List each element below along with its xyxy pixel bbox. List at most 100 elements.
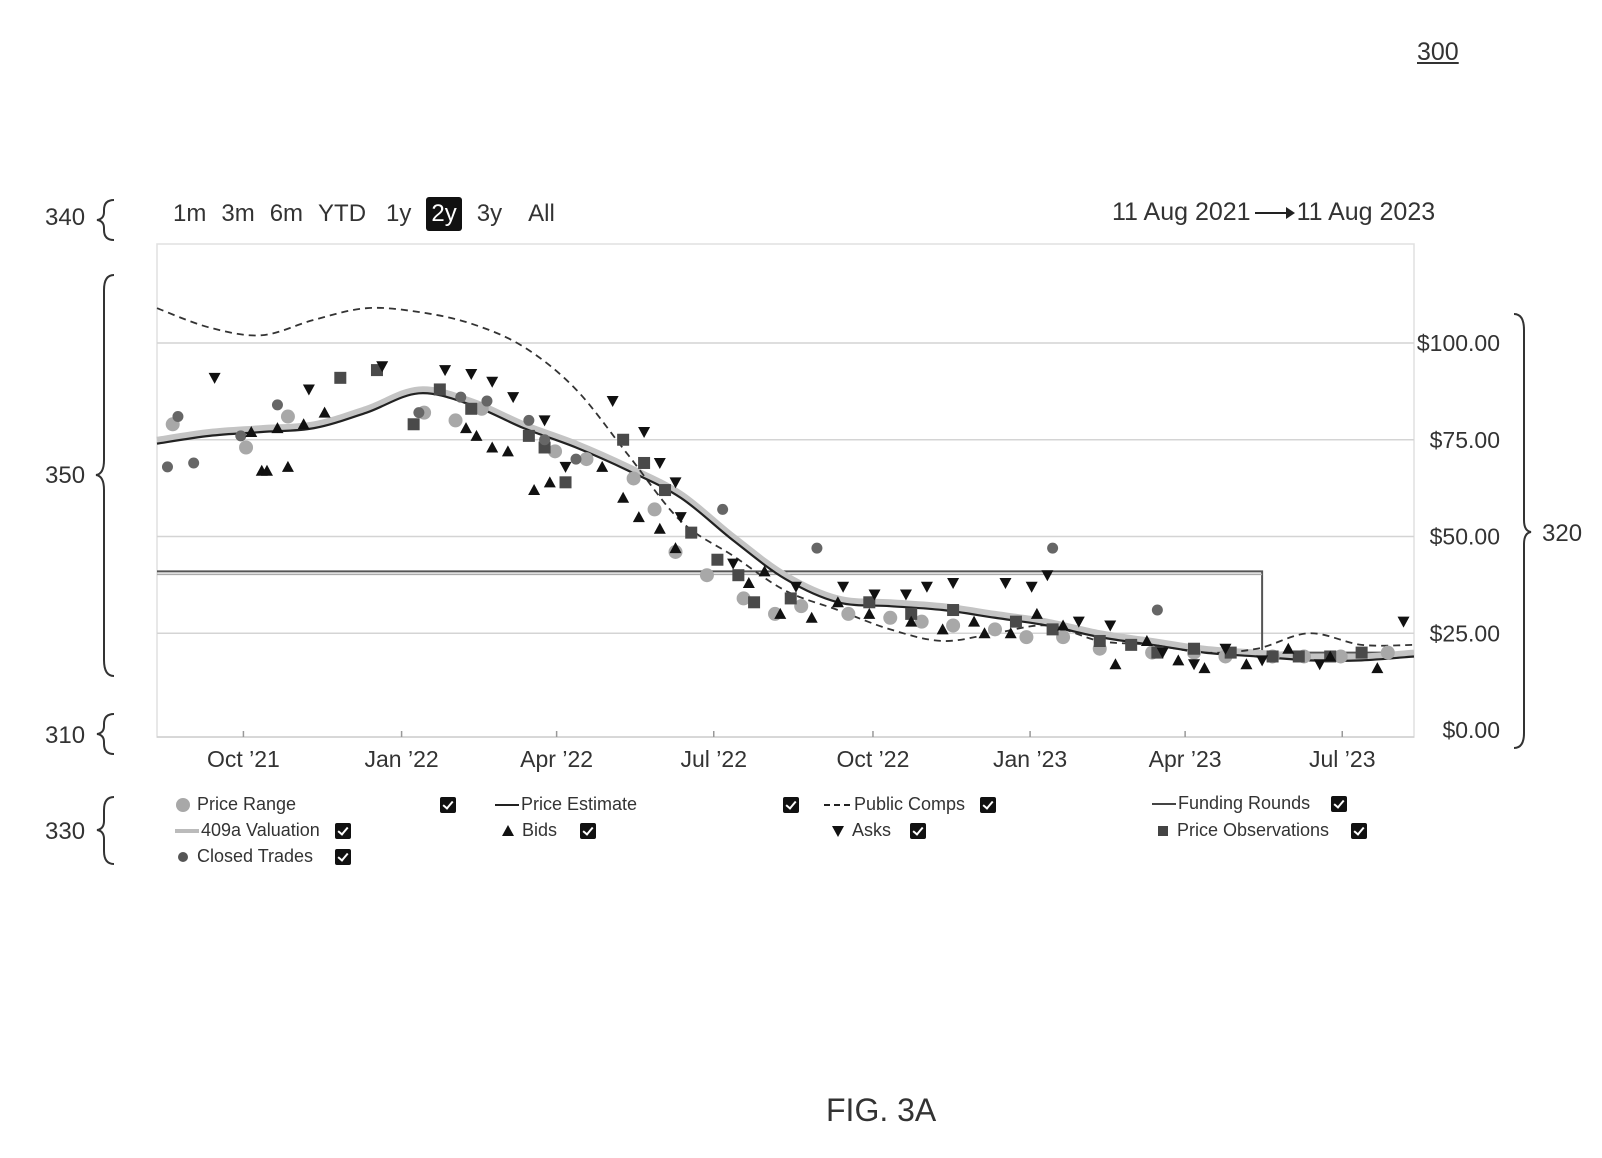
- price-range-point: [1381, 646, 1395, 660]
- public-comps-swatch-icon: [824, 797, 854, 813]
- price-observation-point: [1010, 616, 1022, 628]
- ask-point: [465, 369, 477, 380]
- closed-trade-point: [539, 434, 550, 445]
- ask-point: [999, 578, 1011, 589]
- bid-point: [319, 407, 331, 418]
- range-button-2y[interactable]: 2y: [426, 197, 461, 231]
- price-observation-point: [408, 418, 420, 430]
- patent-figure: Oct ’21Jan ’22Apr ’22Jul ’22Oct ’22Jan ’…: [0, 0, 1602, 1158]
- legend-closed-trades-checkbox[interactable]: [335, 849, 351, 865]
- legend-asks-checkbox[interactable]: [910, 823, 926, 839]
- bid-point: [1031, 608, 1043, 619]
- range-button-ytd[interactable]: YTD: [313, 197, 371, 231]
- price-observation-point: [334, 372, 346, 384]
- range-button-3m[interactable]: 3m: [216, 197, 259, 231]
- bid-point: [863, 608, 875, 619]
- legend-409a-valuation-checkbox[interactable]: [335, 823, 351, 839]
- legend-price-range-checkbox[interactable]: [440, 797, 456, 813]
- closed-trade-point: [717, 504, 728, 515]
- legend-funding-rounds[interactable]: Funding Rounds: [1152, 793, 1310, 814]
- closed-trade-point: [571, 454, 582, 465]
- x-tick-label: Apr ’23: [1149, 746, 1222, 772]
- price-range-point: [449, 413, 463, 427]
- figure-caption: FIG. 3A: [826, 1092, 936, 1129]
- range-button-6m[interactable]: 6m: [265, 197, 308, 231]
- legend-price-estimate[interactable]: Price Estimate: [495, 794, 637, 815]
- closed-trade-point: [188, 457, 199, 468]
- ref-label-range-bar: 340: [45, 204, 85, 232]
- closed-trade-point: [481, 396, 492, 407]
- ask-point: [486, 377, 498, 388]
- bid-point: [806, 612, 818, 623]
- legend-closed-trades[interactable]: Closed Trades: [175, 846, 313, 867]
- brace-xaxis: [97, 714, 114, 754]
- date-range-display[interactable]: 11 Aug 2021 11 Aug 2023: [1112, 198, 1435, 227]
- bids-triangle-up-icon: [500, 823, 522, 839]
- chart-canvas: Oct ’21Jan ’22Apr ’22Jul ’22Oct ’22Jan ’…: [0, 0, 1602, 1158]
- ask-point: [1104, 621, 1116, 632]
- range-button-3y[interactable]: 3y: [472, 197, 507, 231]
- closed-trade-point: [272, 399, 283, 410]
- legend-asks[interactable]: Asks: [830, 820, 891, 841]
- price-observation-point: [1293, 650, 1305, 662]
- price-observation-point: [434, 383, 446, 395]
- funding-rounds-swatch-icon: [1152, 796, 1178, 812]
- legend-closed-trades-label: Closed Trades: [197, 846, 313, 867]
- x-tick-label: Oct ’21: [207, 746, 280, 772]
- ask-point: [1314, 659, 1326, 670]
- price-range-point: [579, 452, 593, 466]
- legend-409a-valuation-label: 409a Valuation: [201, 820, 320, 841]
- price-estimate-line: [157, 393, 1414, 661]
- bid-point: [654, 523, 666, 534]
- x-tick-label: Jan ’22: [365, 746, 439, 772]
- ask-point: [654, 458, 666, 469]
- ask-point: [1256, 655, 1268, 666]
- legend-bids-label: Bids: [522, 820, 557, 841]
- range-button-all[interactable]: All: [523, 197, 560, 231]
- closed-trade-point: [1152, 605, 1163, 616]
- legend-bids[interactable]: Bids: [500, 820, 557, 841]
- bid-point: [743, 577, 755, 588]
- price-observation-point: [659, 484, 671, 496]
- legend-price-observations[interactable]: Price Observations: [1155, 820, 1329, 841]
- marker-layer: [162, 361, 1410, 673]
- ref-label-legend: 330: [45, 818, 85, 846]
- legend-price-observations-checkbox[interactable]: [1351, 823, 1367, 839]
- legend-public-comps[interactable]: Public Comps: [824, 794, 965, 815]
- brace-range-bar: [97, 200, 114, 240]
- legend-funding-rounds-label: Funding Rounds: [1178, 793, 1310, 814]
- price-observation-point: [711, 554, 723, 566]
- price-observation-point: [785, 592, 797, 604]
- x-axis: Oct ’21Jan ’22Apr ’22Jul ’22Oct ’22Jan ’…: [157, 731, 1414, 772]
- legend-price-observations-label: Price Observations: [1177, 820, 1329, 841]
- closed-trades-dot-icon: [175, 849, 197, 865]
- price-observation-point: [732, 569, 744, 581]
- price-range-point: [648, 502, 662, 516]
- x-tick-label: Apr ’22: [520, 746, 593, 772]
- y-tick-label: $25.00: [1430, 620, 1500, 646]
- ask-point: [1188, 659, 1200, 670]
- price-range-point: [946, 619, 960, 633]
- legend-price-range[interactable]: Price Range: [175, 794, 296, 815]
- series-layer: [157, 308, 1414, 661]
- legend-public-comps-label: Public Comps: [854, 794, 965, 815]
- bid-point: [282, 461, 294, 472]
- price-observation-point: [465, 403, 477, 415]
- price-observation-point: [638, 457, 650, 469]
- legend-funding-rounds-checkbox[interactable]: [1331, 796, 1347, 812]
- price-observation-point: [560, 476, 572, 488]
- price-observation-point: [947, 604, 959, 616]
- bid-point: [596, 461, 608, 472]
- range-button-1m[interactable]: 1m: [168, 197, 211, 231]
- price-range-point: [281, 410, 295, 424]
- legend-bids-checkbox[interactable]: [580, 823, 596, 839]
- bid-point: [968, 616, 980, 627]
- legend-public-comps-checkbox[interactable]: [980, 797, 996, 813]
- time-range-selector: 1m 3m 6m YTD 1y 2y 3y All: [168, 194, 565, 234]
- legend-409a-valuation[interactable]: 409a Valuation: [175, 820, 320, 841]
- legend-price-estimate-checkbox[interactable]: [783, 797, 799, 813]
- closed-trade-point: [162, 461, 173, 472]
- price-range-point: [1019, 630, 1033, 644]
- date-range-end: 11 Aug 2023: [1297, 198, 1436, 227]
- range-button-1y[interactable]: 1y: [381, 197, 416, 231]
